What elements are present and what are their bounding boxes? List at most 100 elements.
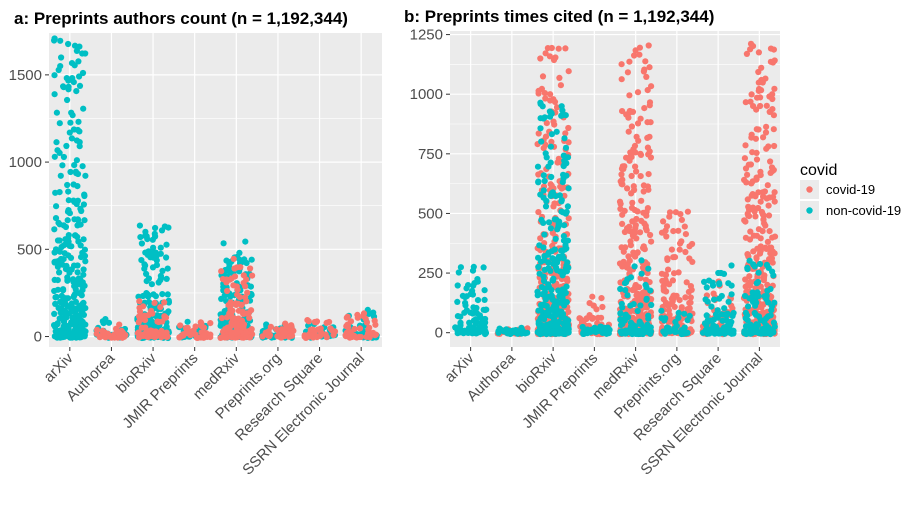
- data-point: [640, 188, 647, 195]
- data-point: [194, 334, 201, 341]
- data-point: [636, 44, 644, 51]
- data-point: [63, 314, 70, 321]
- data-point: [56, 269, 63, 276]
- data-point: [640, 68, 648, 75]
- data-point: [647, 119, 654, 126]
- data-point: [642, 281, 649, 288]
- data-point: [371, 317, 378, 324]
- data-point: [56, 120, 63, 127]
- data-point: [753, 232, 761, 239]
- panel-b-points: [452, 40, 779, 338]
- legend: covid covid-19 non-covid-19: [800, 162, 901, 220]
- data-point: [54, 260, 62, 267]
- data-point: [629, 330, 636, 337]
- data-point: [630, 301, 637, 308]
- data-point: [750, 248, 757, 255]
- data-point: [757, 198, 764, 205]
- x-tick-label: arXiv: [441, 349, 478, 386]
- data-point: [636, 51, 643, 58]
- data-point: [678, 216, 686, 223]
- data-point: [745, 212, 752, 219]
- data-point: [555, 45, 562, 52]
- data-point: [630, 183, 637, 190]
- data-point: [627, 307, 635, 315]
- data-point: [286, 333, 293, 340]
- data-point: [749, 204, 757, 211]
- data-point: [143, 249, 150, 257]
- data-point: [663, 233, 670, 240]
- data-point: [77, 205, 84, 212]
- data-point: [753, 156, 761, 163]
- data-point: [628, 190, 635, 197]
- data-point: [143, 233, 150, 240]
- data-point: [72, 286, 79, 293]
- data-point: [556, 74, 563, 81]
- data-point: [687, 294, 694, 301]
- data-point: [742, 165, 750, 172]
- data-point: [480, 318, 487, 325]
- data-point: [82, 172, 89, 179]
- data-point: [560, 163, 567, 170]
- data-point: [66, 242, 73, 249]
- data-point: [466, 319, 473, 326]
- data-point: [743, 179, 750, 186]
- data-point: [138, 240, 145, 247]
- data-point: [360, 312, 367, 320]
- data-point: [631, 52, 638, 59]
- data-point: [57, 315, 64, 322]
- data-point: [757, 172, 764, 179]
- data-point: [53, 203, 60, 210]
- panel-a-gridlines: [49, 33, 382, 347]
- data-point: [51, 310, 58, 317]
- data-point: [618, 76, 625, 83]
- data-point: [283, 322, 290, 330]
- data-point: [675, 227, 682, 234]
- data-point: [539, 103, 546, 110]
- data-point: [559, 310, 567, 317]
- data-point: [641, 325, 648, 332]
- data-point: [637, 173, 644, 180]
- data-point: [239, 323, 246, 331]
- data-point: [677, 240, 684, 247]
- data-point: [632, 222, 639, 229]
- data-point: [762, 75, 769, 82]
- data-point: [561, 135, 568, 142]
- data-point: [551, 246, 558, 253]
- data-point: [565, 215, 572, 222]
- data-point: [771, 142, 778, 150]
- data-point: [622, 287, 629, 294]
- data-point: [218, 268, 225, 275]
- data-point: [675, 309, 682, 316]
- data-point: [547, 143, 555, 150]
- data-point: [621, 163, 628, 170]
- data-point: [537, 55, 544, 62]
- data-point: [681, 223, 688, 230]
- data-point: [153, 257, 160, 264]
- data-point: [562, 112, 569, 119]
- panel-b-y-axis: 0 250 500 750 1000 1250: [410, 27, 450, 342]
- data-point: [622, 311, 629, 318]
- data-point: [52, 189, 59, 196]
- data-point: [159, 267, 166, 274]
- data-point: [599, 329, 606, 336]
- data-point: [237, 264, 244, 271]
- data-point: [65, 197, 72, 204]
- data-point: [163, 329, 170, 336]
- data-point: [537, 191, 544, 198]
- data-point: [721, 305, 728, 312]
- data-point: [535, 90, 542, 97]
- data-point: [154, 318, 161, 325]
- data-point: [76, 303, 83, 310]
- data-point: [247, 283, 254, 290]
- data-point: [550, 96, 557, 103]
- data-point: [535, 178, 542, 185]
- data-point: [658, 307, 665, 314]
- data-point: [645, 265, 652, 272]
- data-point: [111, 334, 118, 341]
- data-point: [554, 226, 561, 233]
- data-point: [628, 172, 635, 180]
- data-point: [592, 329, 599, 336]
- data-point: [682, 248, 689, 256]
- data-point: [628, 150, 635, 157]
